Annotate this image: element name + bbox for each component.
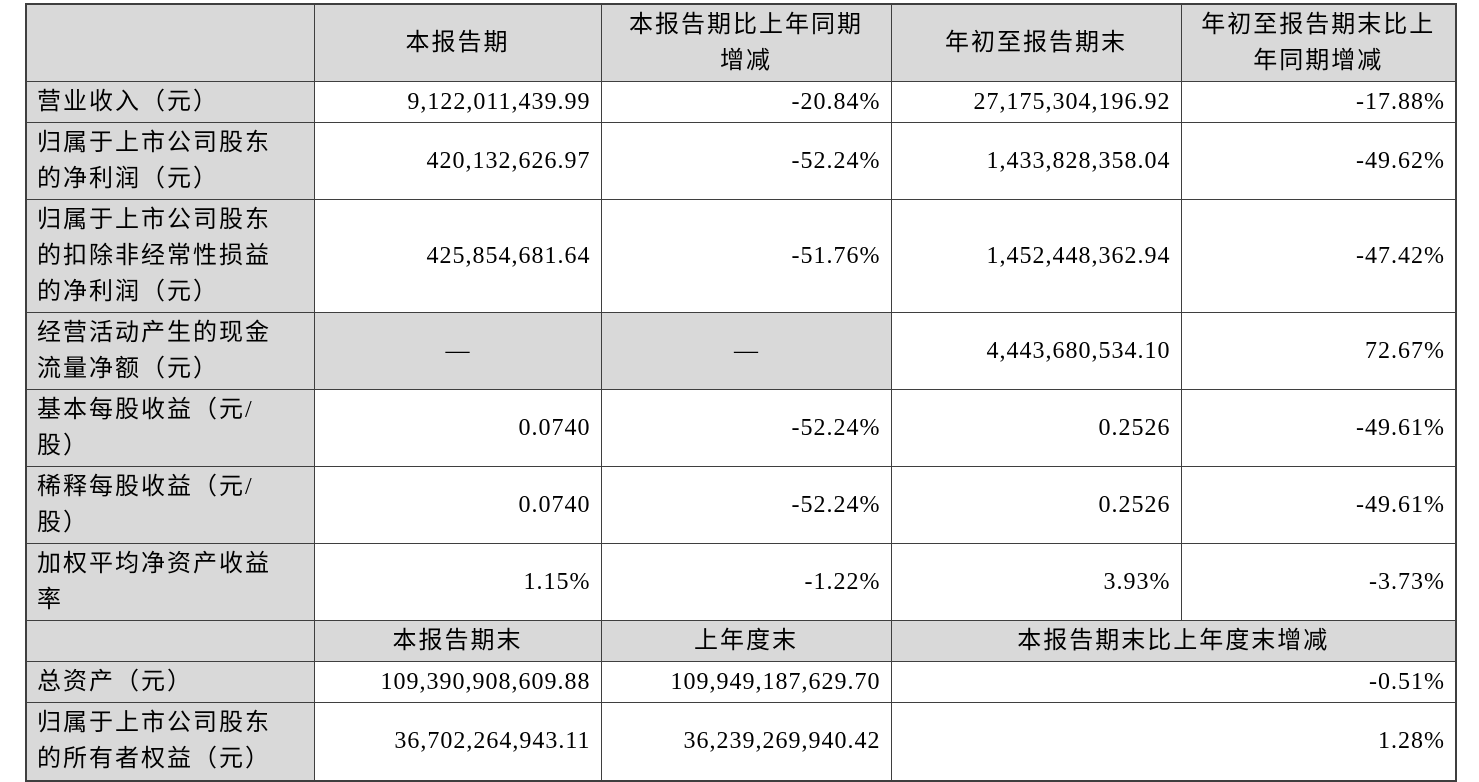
value-current-period: 425,854,681.64 bbox=[313, 199, 602, 313]
table-row: 本报告期末 上年度末 本报告期末比上年度末增减 bbox=[25, 620, 1457, 662]
metric-label: 总资产（元） bbox=[25, 661, 315, 703]
value-current-period-change: -52.24% bbox=[600, 122, 892, 200]
value-current-period: 420,132,626.97 bbox=[313, 122, 602, 200]
table-row: 总资产（元） 109,390,908,609.88 109,949,187,62… bbox=[25, 661, 1457, 703]
value-current-period: — bbox=[313, 312, 602, 390]
column-header-period-end-change: 本报告期末比上年度末增减 bbox=[890, 620, 1457, 662]
column-header-current-period-change: 本报告期比上年同期 增减 bbox=[600, 3, 892, 82]
table-row: 本报告期 本报告期比上年同期 增减 年初至报告期末 年初至报告期末比上 年同期增… bbox=[25, 3, 1457, 82]
value-ytd: 0.2526 bbox=[890, 389, 1182, 467]
value-ytd: 27,175,304,196.92 bbox=[890, 81, 1182, 123]
value-ytd: 1,452,448,362.94 bbox=[890, 199, 1182, 313]
value-current-period-change: — bbox=[600, 312, 892, 390]
value-current-period-change: -52.24% bbox=[600, 389, 892, 467]
value-ytd-change: -47.42% bbox=[1180, 199, 1457, 313]
table-row: 经营活动产生的现金 流量净额（元） — — 4,443,680,534.10 7… bbox=[25, 312, 1457, 390]
table-row: 归属于上市公司股东 的扣除非经常性损益 的净利润（元） 425,854,681.… bbox=[25, 199, 1457, 313]
table-row: 归属于上市公司股东 的所有者权益（元） 36,702,264,943.11 36… bbox=[25, 702, 1457, 781]
column-header-current-period: 本报告期 bbox=[313, 3, 602, 82]
value-current-period: 0.0740 bbox=[313, 466, 602, 544]
value-ytd-change: -49.62% bbox=[1180, 122, 1457, 200]
metric-label: 归属于上市公司股东 的所有者权益（元） bbox=[25, 702, 315, 781]
value-ytd: 1,433,828,358.04 bbox=[890, 122, 1182, 200]
metric-label: 经营活动产生的现金 流量净额（元） bbox=[25, 312, 315, 390]
value-ytd-change: -3.73% bbox=[1180, 543, 1457, 621]
value-current-period-change: -1.22% bbox=[600, 543, 892, 621]
table-row: 归属于上市公司股东 的净利润（元） 420,132,626.97 -52.24%… bbox=[25, 122, 1457, 200]
metric-label: 归属于上市公司股东 的净利润（元） bbox=[25, 122, 315, 200]
value-ytd: 0.2526 bbox=[890, 466, 1182, 544]
corner-cell bbox=[25, 3, 315, 82]
table-row: 加权平均净资产收益 率 1.15% -1.22% 3.93% -3.73% bbox=[25, 543, 1457, 621]
value-ytd-change: -49.61% bbox=[1180, 466, 1457, 544]
value-current-period: 9,122,011,439.99 bbox=[313, 81, 602, 123]
value-ytd-change: 72.67% bbox=[1180, 312, 1457, 390]
value-period-end: 36,702,264,943.11 bbox=[313, 702, 602, 781]
value-current-period: 0.0740 bbox=[313, 389, 602, 467]
value-current-period-change: -20.84% bbox=[600, 81, 892, 123]
value-current-period-change: -52.24% bbox=[600, 466, 892, 544]
metric-label: 稀释每股收益（元/ 股） bbox=[25, 466, 315, 544]
column-header-ytd-change: 年初至报告期末比上 年同期增减 bbox=[1180, 3, 1457, 82]
financial-summary-table: 本报告期 本报告期比上年同期 增减 年初至报告期末 年初至报告期末比上 年同期增… bbox=[25, 3, 1457, 782]
value-ytd-change: -17.88% bbox=[1180, 81, 1457, 123]
metric-label: 加权平均净资产收益 率 bbox=[25, 543, 315, 621]
metric-label: 基本每股收益（元/ 股） bbox=[25, 389, 315, 467]
value-ytd-change: -49.61% bbox=[1180, 389, 1457, 467]
metric-label: 营业收入（元） bbox=[25, 81, 315, 123]
value-ytd: 3.93% bbox=[890, 543, 1182, 621]
value-current-period-change: -51.76% bbox=[600, 199, 892, 313]
value-period-end-change: -0.51% bbox=[890, 661, 1457, 703]
value-ytd: 4,443,680,534.10 bbox=[890, 312, 1182, 390]
value-current-period: 1.15% bbox=[313, 543, 602, 621]
value-period-end: 109,390,908,609.88 bbox=[313, 661, 602, 703]
metric-label: 归属于上市公司股东 的扣除非经常性损益 的净利润（元） bbox=[25, 199, 315, 313]
corner-cell bbox=[25, 620, 315, 662]
column-header-ytd: 年初至报告期末 bbox=[890, 3, 1182, 82]
key-accounting-data-table: 本报告期 本报告期比上年同期 增减 年初至报告期末 年初至报告期末比上 年同期增… bbox=[25, 3, 1457, 782]
table-row: 稀释每股收益（元/ 股） 0.0740 -52.24% 0.2526 -49.6… bbox=[25, 466, 1457, 544]
value-prior-year-end: 109,949,187,629.70 bbox=[600, 661, 892, 703]
value-period-end-change: 1.28% bbox=[890, 702, 1457, 781]
column-header-period-end: 本报告期末 bbox=[313, 620, 602, 662]
table-row: 基本每股收益（元/ 股） 0.0740 -52.24% 0.2526 -49.6… bbox=[25, 389, 1457, 467]
value-prior-year-end: 36,239,269,940.42 bbox=[600, 702, 892, 781]
column-header-prior-year-end: 上年度末 bbox=[600, 620, 892, 662]
table-row: 营业收入（元） 9,122,011,439.99 -20.84% 27,175,… bbox=[25, 81, 1457, 123]
